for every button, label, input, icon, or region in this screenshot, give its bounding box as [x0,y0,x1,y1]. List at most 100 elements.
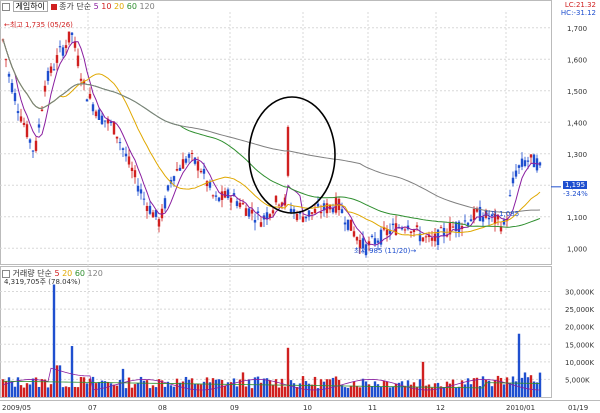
volume-bar [148,388,152,397]
low-marker: 최저 985 (11/20)→ [354,246,416,256]
candle-body [256,211,260,213]
volume-bar [499,377,503,397]
ma-period-5[interactable]: 5 [93,2,99,11]
candle-body [226,189,230,198]
settings-icon[interactable] [2,2,10,11]
volume-panel-frame [0,266,552,398]
candle-body [229,197,233,203]
volume-bar [70,346,74,397]
stock-name[interactable]: 게임하이 [12,1,48,12]
candle-body [34,140,38,151]
candle-body [433,233,437,242]
candle-body [109,121,113,123]
volume-label[interactable]: 거래량 단순 [12,269,52,278]
candle-body [322,203,326,211]
volume-bar [40,379,44,397]
volume-bar [445,381,449,397]
x-axis-label: 2010/01 [506,404,535,412]
candle-body [319,211,323,214]
candle-body [493,213,497,225]
volume-bar [130,387,134,397]
candle-body [223,191,227,198]
candle-body [400,227,404,230]
x-axis-label: 11 [368,404,377,412]
candle-body [409,231,413,233]
volume-bar [382,380,386,397]
ma-period-20[interactable]: 20 [114,2,125,11]
candle-body [307,210,311,217]
candle-body [76,55,80,67]
candle-body [136,185,140,192]
candle-body [121,148,125,150]
candle-body [352,231,356,237]
candle-body [373,238,377,245]
candle-body [133,170,137,178]
volume-bar [211,378,215,397]
candle-body [430,237,434,241]
volume-bar [325,379,329,397]
candle-body [142,198,146,200]
volume-bar [496,375,500,397]
candle-body [106,118,110,124]
volume-bar [304,381,308,397]
x-axis-label: 08 [158,404,167,412]
candle-body [52,69,56,71]
volume-bar [196,383,200,397]
price-tick-label: 1,400 [567,119,587,127]
volume-bar [262,378,266,397]
candle-body [385,229,389,236]
vol-ma-120[interactable]: 120 [87,269,103,278]
candle-body [499,226,503,232]
low-marker-text: 최저 985 (11/20) [354,247,411,255]
vol-ma-5[interactable]: 5 [54,269,60,278]
volume-bar [199,384,203,397]
candle-body [208,182,212,188]
candle-body [28,139,32,143]
candle-body [217,197,221,202]
candle-body [382,227,386,230]
right-info-2: HC:-31.12 [560,9,596,17]
moving-average-line [2,39,541,246]
ma-period-60[interactable]: 60 [126,2,137,11]
volume-bar [490,386,494,397]
candle-body [175,169,179,171]
vol-ma-20[interactable]: 20 [62,269,73,278]
volume-bar [508,383,512,397]
volume-bar [517,333,521,397]
candle-body [94,111,98,117]
volume-bar [391,386,395,397]
candle-body [439,227,443,229]
volume-bar [217,379,221,397]
ma-label[interactable]: 종가 단순 [59,2,92,11]
candle-body [67,31,71,43]
ma-period-120[interactable]: 120 [139,2,155,11]
volume-bar [181,381,185,397]
candle-body [487,217,491,220]
candle-body [31,150,35,152]
candle-body [454,222,458,232]
candle-body [355,237,359,241]
candle-body [193,157,197,164]
vol-ma-60[interactable]: 60 [74,269,85,278]
candle-body [340,209,344,213]
volume-bar [529,375,533,397]
volume-bar [394,383,398,397]
volume-bar [172,386,176,397]
candle-body [196,161,200,171]
volume-bar [223,385,227,397]
volume-bar [409,384,413,397]
candle-body [421,237,425,242]
volume-bar [274,379,278,397]
volume-ma-line [2,367,541,391]
volume-bar [229,382,233,397]
candle-body [274,195,278,203]
volume-bar [34,377,38,397]
volume-bar [439,386,443,397]
volume-bar [76,387,80,397]
candle-body [151,212,155,218]
ma-period-10[interactable]: 10 [101,2,112,11]
volume-bar [295,386,299,397]
candle-body [199,170,203,173]
candle-body [508,195,512,197]
